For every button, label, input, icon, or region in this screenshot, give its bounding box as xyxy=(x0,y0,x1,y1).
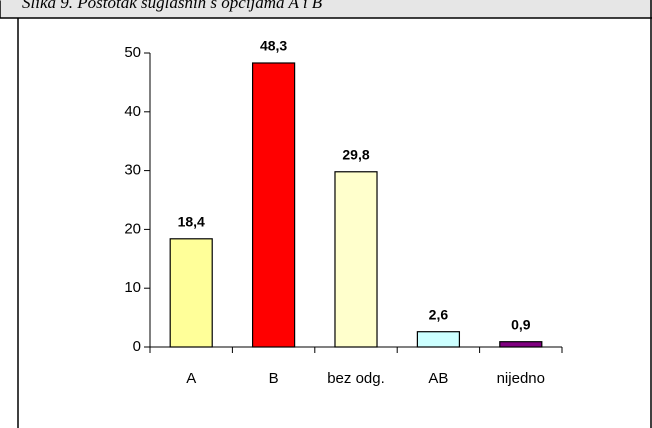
x-tick-label: bez odg. xyxy=(327,370,385,387)
bar xyxy=(334,171,378,348)
y-tick-label: 0 xyxy=(133,338,141,355)
bar xyxy=(416,331,461,348)
header-band xyxy=(0,0,652,18)
bar xyxy=(169,238,213,348)
y-tick-label: 20 xyxy=(124,220,141,237)
chart-title: Slika 9. Postotak suglasnih s opcijama A… xyxy=(22,0,323,12)
x-tick-label: AB xyxy=(428,370,448,387)
value-label: 29,8 xyxy=(342,146,369,162)
x-tick-label: nijedno xyxy=(497,370,545,387)
x-tick-label: B xyxy=(269,370,279,387)
x-tick-label: A xyxy=(186,370,196,387)
y-tick-label: 10 xyxy=(124,279,141,296)
y-tick-label: 50 xyxy=(124,44,141,61)
value-label: 48,3 xyxy=(260,38,287,54)
y-tick-label: 40 xyxy=(124,103,141,120)
bar xyxy=(251,62,296,348)
value-label: 2,6 xyxy=(429,306,449,322)
value-label: 18,4 xyxy=(178,214,205,230)
bar xyxy=(499,341,543,348)
y-tick-label: 30 xyxy=(124,162,141,179)
value-label: 0,9 xyxy=(511,316,531,332)
